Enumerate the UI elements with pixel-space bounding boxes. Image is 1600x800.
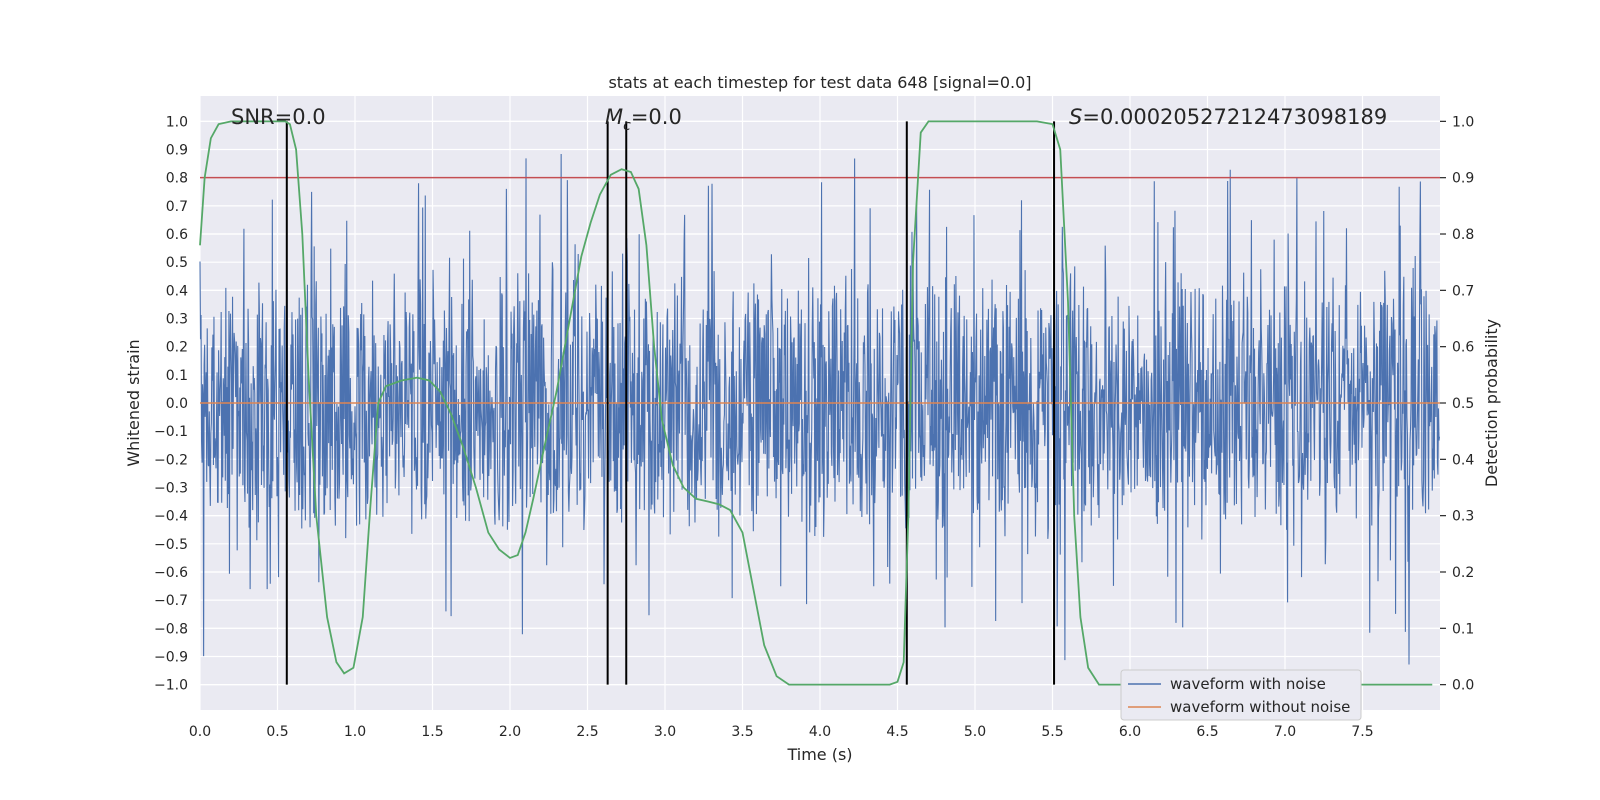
probability-line <box>199 120 1433 686</box>
y-tick-label: −0.7 <box>154 593 188 609</box>
mc-symbol: M <box>605 105 623 129</box>
y2-tick-label: 0.3 <box>1452 509 1474 525</box>
y2-tick-label: 0.8 <box>1452 227 1474 243</box>
y-tick-label: 0.6 <box>166 227 188 243</box>
x-tick-label: 2.5 <box>576 724 598 740</box>
vertical-lines <box>285 121 1056 685</box>
x-tick-label: 5.0 <box>964 724 986 740</box>
y2-tick-label: 0.5 <box>1452 396 1474 412</box>
legend: waveform with noise waveform without noi… <box>1120 669 1362 721</box>
x-tick-label: 3.0 <box>654 724 676 740</box>
y-tick-label: 1.0 <box>166 114 188 130</box>
s-value: =0.00020527212473098189 <box>1082 105 1387 129</box>
y-tick-label: 0.1 <box>166 368 188 384</box>
x-tick-label: 1.5 <box>421 724 443 740</box>
y-tick-label: −1.0 <box>154 678 188 694</box>
y-tick-label: 0.5 <box>166 255 188 271</box>
y-tick-label: −0.5 <box>154 537 188 553</box>
y2-tick-label: 0.1 <box>1452 621 1474 637</box>
snr-annotation: SNR=0.0 <box>231 105 326 129</box>
y-tick-label: −0.9 <box>154 649 188 665</box>
s-symbol: S <box>1069 105 1082 129</box>
axis-ticks: 0.0 0.5 1.0 1.5 2.0 2.5 3.0 3.5 4.0 4.5 5.0 5.5 6.0 6… <box>154 114 1474 740</box>
x-tick-label: 6.0 <box>1119 724 1141 740</box>
y-tick-label: 0.2 <box>166 340 188 356</box>
x-axis-label: Time (s) <box>786 745 852 764</box>
y-tick-label: −0.2 <box>154 452 188 468</box>
chirp-mass-annotation: Mc=0.0 <box>605 105 682 134</box>
y-tick-label: −0.3 <box>154 480 188 496</box>
y2-axis-label: Detection probability <box>1482 319 1501 487</box>
y2-tick-label: 1.0 <box>1452 114 1474 130</box>
y-tick-label: −0.6 <box>154 565 188 581</box>
y2-tick-label: 0.9 <box>1452 171 1474 187</box>
mc-subscript: c <box>623 118 631 134</box>
x-tick-label: 0.5 <box>266 724 288 740</box>
y-tick-label: 0.0 <box>166 396 188 412</box>
noise-waveform-line <box>199 154 1441 665</box>
y-tick-label: −0.1 <box>154 424 188 440</box>
y2-tick-label: 0.0 <box>1452 678 1474 694</box>
y-tick-label: 0.7 <box>166 199 188 215</box>
x-tick-label: 2.0 <box>499 724 521 740</box>
mc-value: =0.0 <box>631 105 682 129</box>
y-axis-label: Whitened strain <box>124 339 143 466</box>
y2-tick-label: 0.7 <box>1452 283 1474 299</box>
probability-series-layer <box>199 120 1433 686</box>
y-tick-label: 0.4 <box>166 283 188 299</box>
x-tick-label: 5.5 <box>1041 724 1063 740</box>
y2-tick-label: 0.2 <box>1452 565 1474 581</box>
chart-title: stats at each timestep for test data 648… <box>608 73 1031 92</box>
s-annotation: S=0.00020527212473098189 <box>1069 105 1387 129</box>
y2-tick-label: 0.6 <box>1452 340 1474 356</box>
legend-clean-label: waveform without noise <box>1170 698 1350 716</box>
y-tick-label: 0.9 <box>166 143 188 159</box>
x-tick-label: 6.5 <box>1196 724 1218 740</box>
y2-tick-label: 0.4 <box>1452 452 1474 468</box>
noise-series <box>199 154 1441 665</box>
y-tick-label: 0.3 <box>166 312 188 328</box>
x-tick-label: 3.5 <box>731 724 753 740</box>
x-tick-label: 1.0 <box>344 724 366 740</box>
legend-noise-label: waveform with noise <box>1170 675 1326 693</box>
x-tick-label: 0.0 <box>189 724 211 740</box>
y-tick-label: −0.4 <box>154 509 188 525</box>
legend-box <box>1120 669 1362 721</box>
x-tick-label: 7.5 <box>1351 724 1373 740</box>
x-tick-label: 7.0 <box>1274 724 1296 740</box>
y-tick-label: 0.8 <box>166 171 188 187</box>
y-tick-label: −0.8 <box>154 621 188 637</box>
x-tick-label: 4.0 <box>809 724 831 740</box>
x-tick-label: 4.5 <box>886 724 908 740</box>
